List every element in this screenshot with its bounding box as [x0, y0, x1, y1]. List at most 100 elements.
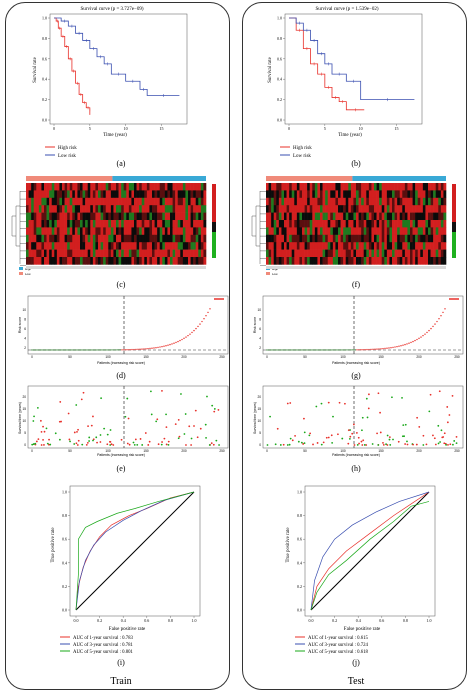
time-point	[193, 425, 195, 427]
time-point	[88, 440, 91, 442]
heatmap-cell	[438, 205, 442, 213]
heatmap-cell	[361, 197, 365, 206]
heatmap-cell	[159, 257, 163, 265]
heatmap-cell	[386, 212, 390, 221]
risk-point	[67, 349, 69, 351]
ytick-label: 0.0	[42, 118, 47, 123]
heatmap-cell	[123, 212, 127, 221]
risk-point	[286, 349, 288, 351]
heatmap-cell	[72, 183, 76, 191]
heatmap-cell	[31, 234, 35, 243]
xtick-label: 150	[143, 355, 149, 359]
heatmap-cell	[335, 190, 339, 199]
heatmap-cell	[116, 257, 119, 265]
time-point	[161, 441, 163, 443]
heatmap-cell	[335, 249, 339, 258]
heatmap-cell	[175, 242, 179, 250]
risk-point	[115, 349, 117, 351]
heatmap-cell	[126, 220, 130, 228]
risk-point	[167, 344, 169, 346]
heatmap-cell	[116, 249, 119, 258]
heatmap-cell	[335, 227, 339, 236]
heatmap-cell	[46, 220, 50, 228]
heatmap-cell	[87, 242, 91, 250]
heatmap-cell	[397, 220, 401, 228]
heatmap-cell	[407, 190, 411, 199]
risk-point	[378, 348, 380, 350]
heatmap-cell	[113, 197, 117, 206]
heatmap-cell	[417, 212, 421, 221]
heatmap-cell	[33, 220, 37, 228]
roc-train-legend-5yr: AUC of 5-year survival : 0.801	[73, 650, 134, 655]
heatmap-cell	[85, 227, 89, 236]
heatmap-cell	[394, 220, 398, 228]
heatmap-cell	[338, 183, 341, 191]
heatmap-cell	[425, 205, 429, 213]
heatmap-cell	[123, 249, 127, 258]
heatmap-cell	[116, 227, 119, 236]
ytick-label: 4	[24, 337, 26, 341]
heatmap-cell	[345, 183, 349, 191]
heatmap-cell	[322, 183, 326, 191]
heatmap-cell	[410, 183, 413, 191]
heatmap-cell	[105, 227, 109, 236]
heatmap-cell	[268, 197, 272, 206]
heatmap-cell	[154, 257, 158, 265]
heatmap-cell	[123, 257, 127, 265]
risk-point	[334, 349, 336, 351]
heatmap-cell	[74, 257, 78, 265]
heatmap-cell	[198, 183, 202, 191]
heatmap-cell	[59, 242, 63, 250]
time-point	[150, 413, 153, 416]
heatmap-legend-low: Low	[272, 272, 278, 276]
heatmap-cell	[121, 183, 125, 191]
heatmap-cell	[54, 212, 58, 221]
heatmap-cell	[417, 197, 421, 206]
heatmap-cell	[128, 234, 132, 243]
heatmap-cell	[379, 183, 383, 191]
heatmap-cell	[31, 197, 35, 206]
heatmap-cell	[286, 190, 290, 199]
time-point	[443, 442, 446, 445]
time-point	[127, 417, 130, 420]
heatmap-cell	[386, 197, 390, 206]
heatmap-cell	[164, 190, 168, 199]
time-point	[163, 437, 166, 440]
heatmap-cell	[322, 242, 326, 250]
heatmap-cell	[139, 220, 143, 228]
heatmap-cell	[332, 183, 336, 191]
heatmap-cell	[384, 234, 388, 243]
heatmap-cell	[371, 234, 375, 243]
heatmap-cell	[56, 234, 60, 243]
heatmap-cell	[317, 212, 321, 221]
heatmap-cell	[338, 212, 341, 221]
risk-point	[155, 347, 157, 349]
heatmap-cell	[304, 205, 308, 213]
heatmap-cell	[430, 183, 434, 191]
heatmap-cell	[381, 227, 385, 236]
risk-point	[177, 340, 179, 343]
heatmap-cell	[195, 183, 199, 191]
heatmap-cell	[438, 242, 442, 250]
heatmap-cell	[98, 227, 101, 236]
ytick-label: 10	[257, 419, 261, 423]
heatmap-cell	[363, 197, 367, 206]
heatmap-cell	[296, 220, 300, 228]
heatmap-cell	[185, 190, 189, 199]
heatmap-cell	[98, 212, 101, 221]
colorbar-mid	[452, 222, 456, 232]
heatmap-cell	[128, 227, 132, 236]
heatmap-cell	[291, 212, 295, 221]
heatmap-cell	[92, 227, 96, 236]
heatmap-cell	[77, 249, 81, 258]
heatmap-cell	[182, 183, 186, 191]
heatmap-cell	[415, 227, 419, 236]
time-point	[371, 443, 374, 445]
heatmap-cell	[392, 212, 395, 221]
xtick-label: 250	[454, 449, 460, 453]
heatmap-cell	[353, 257, 357, 265]
heatmap-cell	[177, 220, 181, 228]
time-point	[148, 440, 151, 443]
xtick-label: 50	[303, 355, 307, 359]
heatmap-cell	[366, 227, 370, 236]
